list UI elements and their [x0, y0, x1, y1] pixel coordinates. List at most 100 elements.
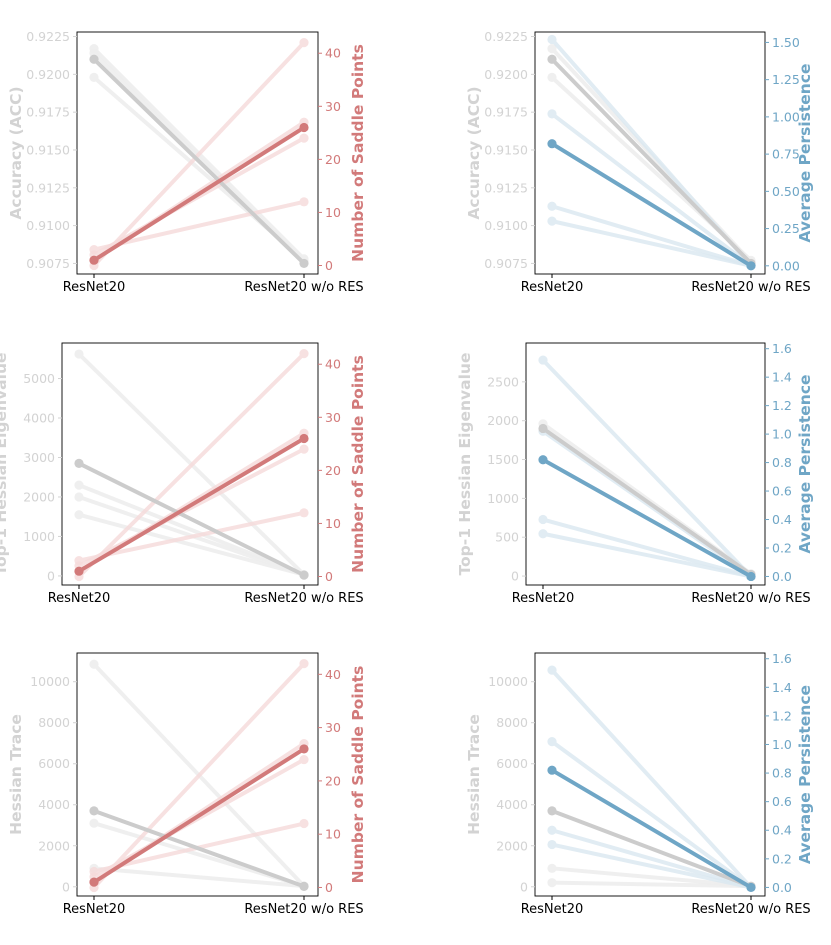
right-main-series-line — [92, 125, 306, 263]
left-faint-series-point — [89, 72, 99, 82]
x-tick-label: ResNet20 w/o RES — [691, 591, 810, 606]
right-tick-label: 0.00 — [772, 258, 800, 273]
right-faint-series-point — [299, 349, 309, 359]
panel-4: 0 500 1000 1500 2000 2500 0.0 0.2 0.4 0.6 0.8 1.0 1.… — [456, 341, 814, 606]
right-faint-series-line — [550, 668, 753, 890]
right-main-series-point — [299, 122, 309, 133]
right-tick-label: 10 — [325, 516, 341, 531]
left-axis-label: Top-1 Hessian Eigenvalue — [0, 353, 10, 576]
right-main-series-point — [538, 455, 548, 465]
left-tick-label: 0.9075 — [484, 256, 528, 271]
right-tick-label: 0 — [325, 569, 333, 584]
right-tick-label: 0.0 — [772, 569, 792, 584]
right-tick-label: 40 — [325, 357, 341, 372]
right-faint-series-point — [538, 355, 548, 365]
right-tick-label: 20 — [325, 463, 341, 478]
left-main-series — [89, 54, 309, 269]
right-tick-label: 40 — [325, 46, 341, 61]
plot-frame — [534, 652, 766, 897]
right-faint-series-point — [538, 514, 548, 525]
right-faint-series-line — [550, 842, 753, 890]
left-main-series-line — [92, 57, 306, 266]
right-faint-series-point — [299, 444, 309, 454]
right-tick-label: 0 — [325, 880, 333, 895]
right-main-series — [74, 433, 309, 576]
right-tick-label: 1.0 — [772, 427, 792, 442]
left-tick-label: 0.9125 — [26, 180, 70, 195]
left-tick-label: 3000 — [23, 450, 55, 465]
left-main-series-line — [92, 808, 306, 889]
right-main-series — [547, 139, 756, 271]
panel-5: 0 2000 4000 6000 8000 10000 0 10 20 30 40 ResNet20 R… — [7, 652, 367, 917]
right-main-series-line — [550, 141, 753, 268]
plot-frame — [525, 342, 766, 586]
right-faint-series-line — [92, 661, 306, 890]
right-faint-series — [547, 109, 756, 271]
left-axis-label: Top-1 Hessian Eigenvalue — [456, 353, 474, 576]
right-tick-label: 0.4 — [772, 823, 792, 838]
right-axis-label: Average Persistence — [796, 63, 814, 242]
right-tick-label: 0.2 — [772, 540, 792, 555]
right-tick-label: 0.25 — [772, 221, 800, 236]
right-tick-label: 20 — [325, 152, 341, 167]
x-tick-label: ResNet20 w/o RES — [691, 902, 810, 917]
left-main-series-line — [550, 57, 753, 266]
right-tick-label: 0.4 — [772, 512, 792, 527]
x-tick-label: ResNet20 — [48, 591, 111, 606]
left-axis-label: Hessian Trace — [465, 714, 483, 835]
x-tick-label: ResNet20 — [521, 280, 584, 295]
right-faint-series-point — [547, 34, 557, 45]
left-main-series-point — [89, 54, 99, 64]
panel-1: 0.9075 0.9100 0.9125 0.9150 0.9175 0.9200 0.92… — [7, 29, 367, 295]
right-tick-label: 10 — [325, 827, 341, 842]
right-faint-series-point — [547, 737, 557, 747]
left-main-series-point — [538, 423, 548, 434]
left-axis-label: Hessian Trace — [7, 714, 25, 835]
left-main-series-point — [547, 806, 557, 816]
right-tick-label: 1.2 — [772, 398, 792, 413]
left-main-series-point — [299, 258, 309, 269]
left-faint-series-line — [77, 512, 306, 577]
left-tick-label: 0.9125 — [484, 180, 528, 195]
left-tick-label: 2000 — [487, 413, 519, 428]
right-tick-label: 1.00 — [772, 109, 800, 124]
right-main-series-point — [547, 139, 557, 149]
right-faint-series-point — [299, 754, 309, 765]
left-tick-label: 0 — [511, 569, 519, 584]
right-faint-series-line — [550, 204, 753, 268]
right-faint-series-point — [299, 508, 309, 518]
right-axis-label: Number of Saddle Points — [349, 355, 367, 573]
left-main-series-point — [89, 806, 99, 816]
x-tick-label: ResNet20 w/o RES — [244, 280, 363, 295]
right-faint-series — [89, 659, 309, 893]
right-main-series-point — [746, 882, 756, 893]
left-faint-series-point — [89, 818, 99, 828]
left-tick-label: 0.9150 — [484, 142, 528, 157]
left-tick-label: 6000 — [496, 756, 528, 771]
left-tick-label: 0.9200 — [26, 67, 70, 82]
right-faint-series-point — [299, 659, 309, 669]
right-tick-label: 0 — [325, 258, 333, 273]
right-faint-series-line — [550, 111, 753, 268]
left-tick-label: 0.9225 — [484, 29, 528, 44]
left-tick-label: 2000 — [23, 489, 55, 504]
left-main-series-point — [299, 570, 309, 580]
left-tick-label: 0.9200 — [484, 67, 528, 82]
right-main-series — [89, 744, 309, 887]
left-tick-label: 10000 — [488, 674, 528, 689]
left-tick-label: 2500 — [487, 374, 519, 389]
right-faint-series-line — [541, 531, 753, 579]
right-faint-series-line — [92, 40, 306, 268]
left-tick-label: 500 — [495, 530, 519, 545]
left-faint-series-point — [74, 510, 84, 520]
left-tick-label: 4000 — [23, 411, 55, 426]
left-tick-label: 1500 — [487, 452, 519, 467]
x-tick-label: ResNet20 w/o RES — [244, 902, 363, 917]
left-tick-label: 5000 — [23, 371, 55, 386]
left-tick-label: 0.9150 — [26, 142, 70, 157]
right-faint-series-line — [77, 351, 306, 579]
right-tick-label: 1.6 — [772, 651, 792, 666]
left-faint-series-line — [550, 866, 753, 889]
left-faint-series-point — [74, 480, 84, 490]
right-axis-label: Average Persistence — [796, 374, 814, 553]
